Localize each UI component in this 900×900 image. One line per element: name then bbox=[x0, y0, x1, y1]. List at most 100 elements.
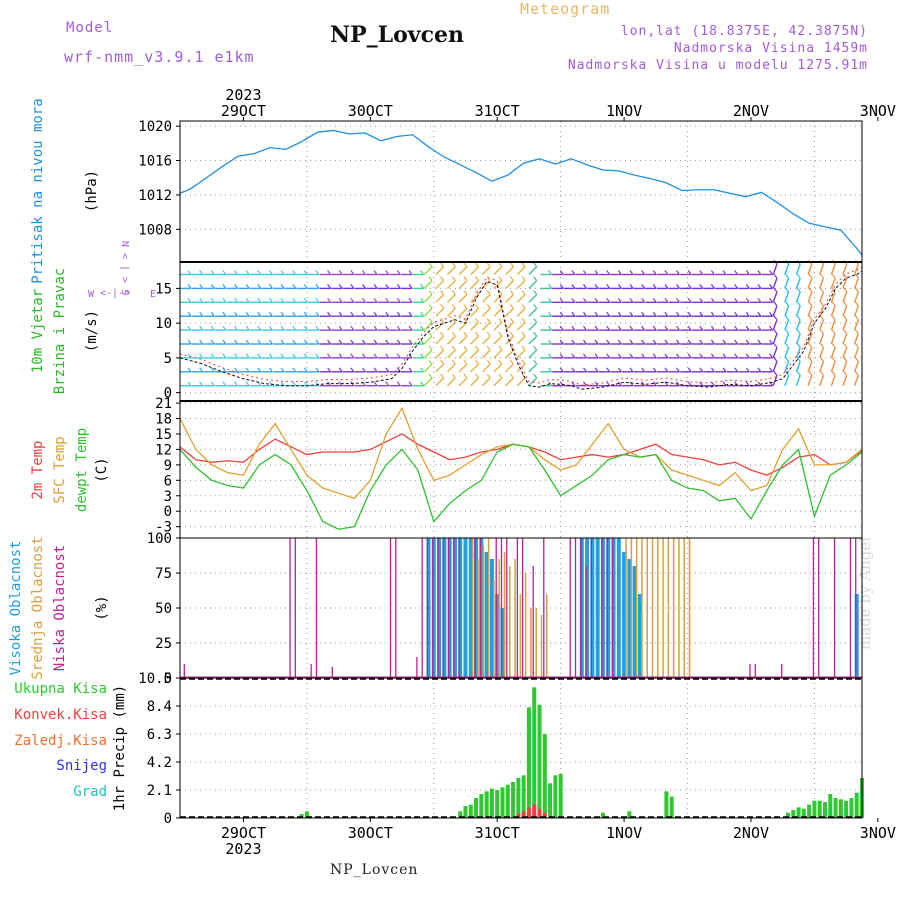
low_cloud-bar bbox=[574, 538, 577, 678]
wind-barb bbox=[458, 307, 468, 317]
wind-barb-flag bbox=[606, 284, 611, 289]
low_cloud-bar bbox=[479, 538, 481, 678]
high_cloud-bar bbox=[579, 538, 584, 678]
wind-barb-flag bbox=[268, 353, 273, 359]
wind-barb-flag bbox=[396, 381, 401, 387]
x-tick-label-bottom: 1NOV bbox=[606, 824, 642, 842]
wind-barb bbox=[470, 280, 480, 289]
wind-barb bbox=[481, 307, 491, 317]
low_cloud-bar bbox=[437, 538, 439, 678]
pressure-series-line bbox=[179, 129, 863, 256]
model-name: wrf-nmm_v3.9.1 e1km bbox=[64, 48, 255, 66]
wind-barb-flag bbox=[280, 367, 285, 373]
wind-barb bbox=[830, 319, 836, 331]
wind-barb-flag bbox=[652, 339, 657, 345]
sfc_temp-series-line bbox=[179, 406, 863, 500]
total_precip-bar bbox=[548, 783, 553, 818]
wind-barb bbox=[470, 335, 480, 345]
wind-barb bbox=[516, 363, 526, 373]
wind-barb-flag bbox=[854, 301, 859, 307]
wind-barb-flag bbox=[451, 317, 456, 323]
wind-barb-flag bbox=[757, 325, 762, 331]
y-tick-label: 15 bbox=[155, 281, 172, 297]
wind-barb-flag bbox=[757, 270, 762, 275]
wind-barb-flag bbox=[533, 359, 538, 365]
wind-barb-flag bbox=[652, 325, 657, 331]
wind-barb-flag bbox=[187, 325, 192, 331]
conv_precip-bar bbox=[516, 814, 521, 818]
wind-barb-flag bbox=[819, 273, 824, 279]
wind-barb-flag bbox=[843, 343, 848, 348]
wind-barb-flag bbox=[396, 297, 401, 303]
high_cloud-bar bbox=[468, 538, 473, 678]
wind-barb-flag bbox=[408, 339, 413, 345]
wind-barb-flag bbox=[475, 276, 480, 281]
wind-barb-flag bbox=[664, 325, 669, 331]
wind-barb-flag bbox=[509, 373, 514, 379]
high_cloud-bar bbox=[437, 538, 442, 678]
wind-barb bbox=[807, 263, 813, 275]
wind-barb-flag bbox=[617, 297, 622, 303]
wind-barb-flag bbox=[463, 262, 468, 268]
wind-barb-flag bbox=[629, 381, 634, 387]
wind-barb bbox=[528, 349, 538, 359]
wind-barb bbox=[423, 363, 433, 373]
low_cloud-bar bbox=[543, 538, 545, 678]
wind-barb-flag bbox=[280, 353, 285, 359]
mid_cloud-bar bbox=[657, 538, 659, 678]
wind-barb-flag bbox=[268, 270, 273, 275]
wind-barb bbox=[772, 333, 778, 345]
total_precip-bar bbox=[833, 798, 838, 818]
x-tick-label-bottom: 3NOV bbox=[860, 824, 896, 842]
wind-barb-flag bbox=[745, 311, 750, 317]
wind-barb-flag bbox=[428, 317, 433, 323]
total_precip-bar bbox=[791, 810, 796, 818]
wind-barb-flag bbox=[571, 311, 576, 317]
y-tick-label: 1016 bbox=[138, 154, 172, 170]
wind-barb bbox=[842, 263, 848, 275]
y-tick-label: 9 bbox=[164, 458, 172, 474]
total_precip-bar bbox=[669, 796, 674, 818]
model-altitude-label: Nadmorska Visina u modelu 1275.91m bbox=[567, 58, 868, 73]
wind-barb bbox=[853, 347, 860, 359]
wind-barb-flag bbox=[722, 325, 727, 331]
total_precip-bar bbox=[844, 800, 849, 818]
low_cloud-bar bbox=[289, 538, 291, 678]
total_precip-bar bbox=[495, 790, 500, 818]
wind-barb-flag bbox=[629, 311, 634, 317]
low_cloud-bar bbox=[442, 538, 444, 678]
wind-barb-flag bbox=[292, 339, 297, 345]
wind-barb-flag bbox=[199, 339, 204, 345]
wind-barb-flag bbox=[676, 270, 680, 275]
wind-barb bbox=[505, 280, 514, 289]
wind-barb-flag bbox=[420, 339, 425, 345]
wind-barb bbox=[853, 361, 860, 373]
wind-barb-flag bbox=[292, 381, 297, 387]
wind-barb-flag bbox=[699, 339, 704, 345]
wind-barb bbox=[505, 266, 514, 276]
high_cloud-bar bbox=[442, 538, 447, 678]
wind-barb-flag bbox=[808, 315, 813, 321]
panel-frame-precip bbox=[179, 677, 863, 819]
y-tick-label: 6 bbox=[164, 473, 172, 489]
wind-barb-flag bbox=[420, 381, 425, 387]
wind-barb-flag bbox=[854, 343, 859, 348]
mid_cloud-bar bbox=[678, 538, 680, 678]
wind-barb-flag bbox=[831, 273, 836, 279]
wind-barb-flag bbox=[808, 329, 813, 335]
wind-barb-flag bbox=[521, 359, 526, 365]
wind-barb-flag bbox=[210, 325, 215, 331]
total_precip-bar bbox=[854, 792, 859, 818]
wind-barb-flag bbox=[268, 339, 273, 345]
wind-barb-flag bbox=[796, 329, 801, 335]
wind-barb-flag bbox=[451, 373, 456, 379]
wind-barb-flag bbox=[687, 339, 692, 345]
high_cloud-bar bbox=[590, 538, 595, 678]
wind-barb-flag bbox=[710, 367, 715, 373]
wind-barb-flag bbox=[245, 353, 250, 359]
year-label-top: 2023 bbox=[225, 86, 261, 104]
wind-barb-flag bbox=[222, 381, 227, 387]
total_precip-bar bbox=[458, 811, 463, 818]
y-tick-label: 25 bbox=[155, 636, 172, 652]
wind-barb-flag bbox=[199, 381, 204, 387]
